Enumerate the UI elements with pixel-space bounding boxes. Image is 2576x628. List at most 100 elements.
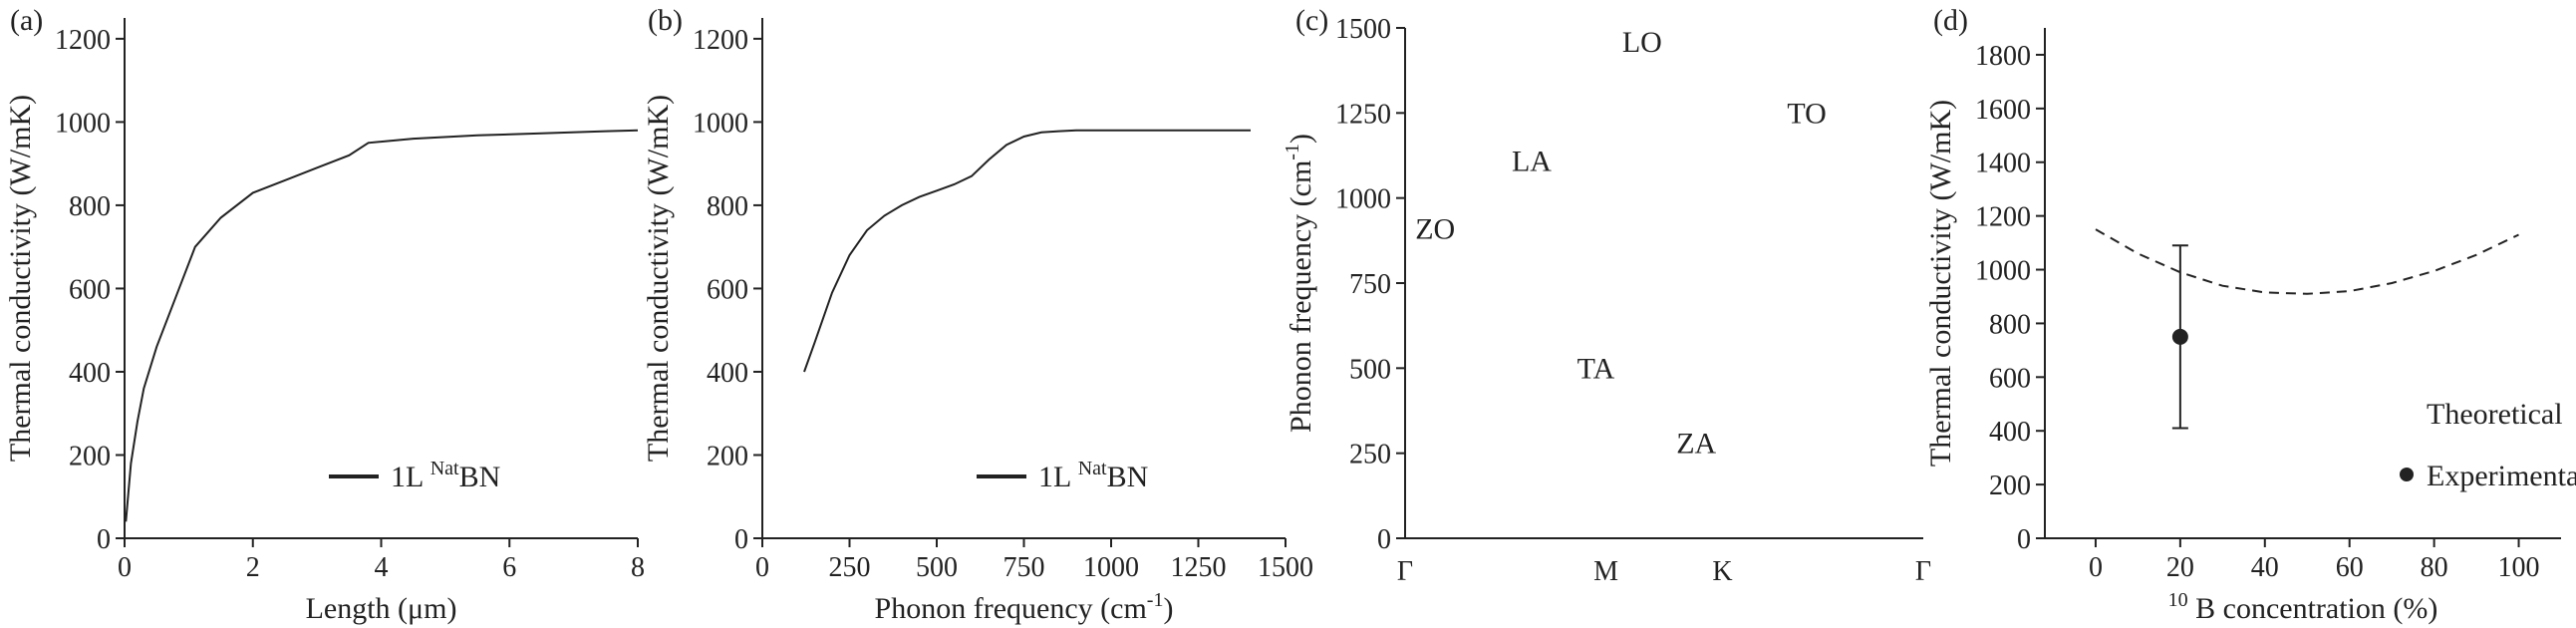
y-tick-label: 1000 [55,108,111,139]
branch-label-to: TO [1787,98,1826,131]
branch-label-ta: TA [1577,353,1615,386]
x-tick-label: 40 [2251,552,2279,583]
y-tick-label: 400 [1989,417,2031,448]
x-tick-label: 0 [755,552,769,583]
x-tick-label: 500 [916,552,958,583]
y-axis-label: Phonon frequency (cm-1) [1282,134,1317,433]
legend-label-tail: BN [459,461,501,493]
y-tick-label: 1400 [1975,149,2031,179]
x-axis-label-main: B concentration (%) [2188,592,2438,625]
y-tick-label: 1200 [55,25,111,56]
x-tick-label: 60 [2336,552,2364,583]
legend-label-tail: BN [1107,461,1149,493]
y-axis-label-sup: -1 [1282,144,1303,160]
y-tick-label: 1200 [693,25,748,56]
legend-label-sup: Nat [430,458,459,479]
y-axis-label-tail: ) [1285,134,1317,144]
panel-label: (d) [1933,4,1968,37]
y-axis-label-main: Phonon frequency (cm [1285,160,1317,433]
y-tick-label: 500 [1349,354,1391,385]
y-axis-label: Thermal conductivity (W/mK) [642,95,675,462]
data-point [2171,328,2188,345]
y-tick-label: 600 [1989,363,2031,394]
panel-b: (b) 0 200 400 600 800 1000 1200 0 250 500 750 1000 12… [642,4,1313,625]
y-tick-label: 1800 [1975,41,2031,72]
x-axis-label-main: Phonon frequency (cm [875,592,1147,625]
legend-label: 1L NatBN [1038,458,1148,493]
x-tick-label: 2 [246,552,260,583]
y-tick-label: 800 [707,191,748,222]
y-tick-label: 0 [97,524,111,555]
y-tick-label: 250 [1349,440,1391,471]
series-line [2095,228,2519,295]
y-tick-label: 1500 [1335,14,1391,45]
y-tick-label: 1200 [1975,202,2031,233]
legend-label: 1L NatBN [391,458,500,493]
panel-label: (b) [648,4,683,37]
x-tick-label: K [1712,556,1732,587]
x-tick-label: 20 [2166,552,2194,583]
x-tick-label: 0 [118,552,132,583]
x-tick-label: Γ [1915,556,1931,587]
x-tick-label: 8 [631,552,645,583]
panel-label: (c) [1295,4,1328,37]
y-tick-label: 0 [2017,524,2031,555]
panel-label: (a) [10,4,43,37]
axes [761,18,1286,539]
y-tick-label: 750 [1349,269,1391,300]
y-tick-label: 1000 [693,108,748,139]
panel-c: (c) 0 250 500 750 1000 1250 1500 Γ M K Γ Phonon freq… [1282,4,1931,587]
y-tick-label: 800 [1989,309,2031,340]
legend-entry-theoretical: Theoretical [2427,398,2563,431]
y-tick-label: 600 [707,274,748,305]
branch-label-la: LA [1512,145,1552,177]
y-tick-label: 400 [707,358,748,389]
legend-label-main: 1L [1038,461,1078,493]
branch-label-za: ZA [1676,428,1716,461]
y-tick-label: 200 [69,441,111,471]
legend-label-main: 1L [391,461,430,493]
x-tick-label: Γ [1397,556,1413,587]
series-line [125,129,639,522]
branch-label-lo: LO [1622,26,1662,59]
y-tick-label: 1600 [1975,95,2031,126]
x-tick-label: 0 [2089,552,2103,583]
y-tick-label: 0 [1377,524,1391,555]
y-axis-label: Thermal conductivity (W/mK) [1924,100,1957,467]
x-axis-label-sup: 10 [2168,589,2188,611]
x-tick-label: 100 [2498,552,2540,583]
x-tick-label: 4 [375,552,389,583]
x-tick-label: 250 [829,552,871,583]
series-line [803,129,1251,373]
x-tick-label: 750 [1003,552,1045,583]
y-tick-label: 200 [707,441,748,471]
x-axis-label: Phonon frequency (cm-1) [875,589,1174,625]
y-tick-label: 1000 [1335,184,1391,215]
x-tick-label: 1500 [1258,552,1313,583]
x-tick-label: 1250 [1171,552,1227,583]
axes [124,18,638,539]
legend-marker-experimental [2400,468,2414,481]
branch-label-zo: ZO [1415,213,1455,246]
y-tick-label: 400 [69,358,111,389]
x-axis-label: Length (μm) [306,592,457,625]
x-axis-label-tail: ) [1163,592,1173,625]
x-axis-label: 10 B concentration (%) [2168,589,2438,625]
x-axis-label-sup: -1 [1147,589,1164,611]
y-tick-label: 800 [69,191,111,222]
axes [1404,28,1923,539]
y-tick-label: 200 [1989,471,2031,501]
y-tick-label: 600 [69,274,111,305]
panel-d: (d) 0 200 400 600 800 1000 1200 1400 1600 1800 0 20 4… [1924,4,2576,625]
y-tick-label: 1250 [1335,99,1391,130]
x-tick-label: M [1593,556,1618,587]
x-tick-label: 1000 [1083,552,1139,583]
legend-entry-experimental: Experimental [2427,460,2576,492]
x-tick-label: 80 [2421,552,2448,583]
panel-a: (a) 0 200 400 600 800 1000 1200 0 2 4 6 8 Thermal con… [4,4,645,625]
x-tick-label: 6 [502,552,516,583]
legend-label-sup: Nat [1078,458,1107,479]
y-axis-label: Thermal conductivity (W/mK) [4,95,37,462]
y-tick-label: 0 [734,524,748,555]
